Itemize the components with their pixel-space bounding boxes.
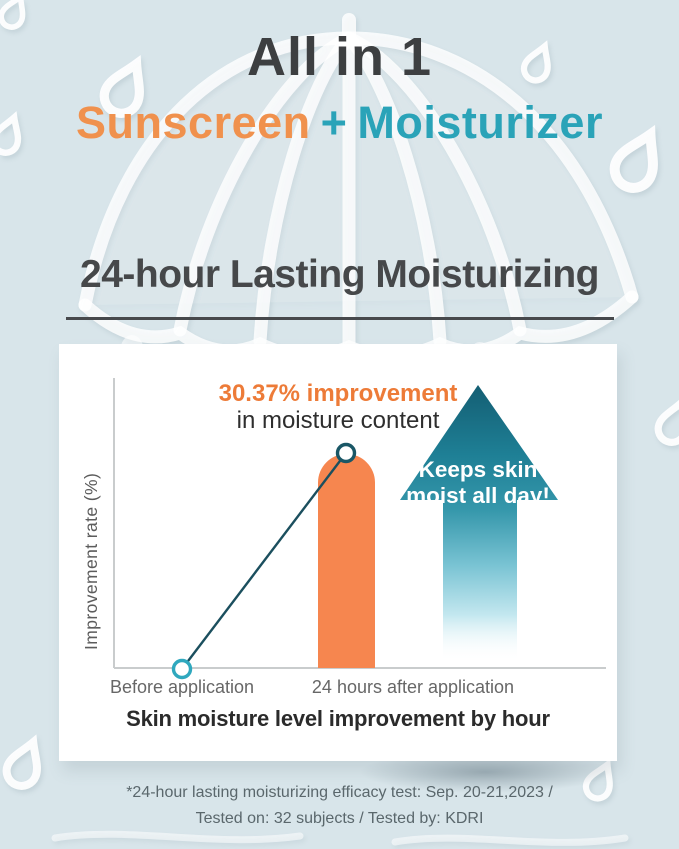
arrow-up-icon <box>400 385 558 662</box>
chart-plot: Keeps skin moist all day! <box>113 378 606 680</box>
footnote-line1: *24-hour lasting moisturizing efficacy t… <box>126 784 553 801</box>
arrow-label-line2: moist all day! <box>406 483 550 508</box>
x-label-before: Before application <box>109 677 255 697</box>
subtitle-sunscreen: Sunscreen <box>76 97 311 148</box>
point-after <box>335 442 357 464</box>
umbrella-icon <box>78 13 639 363</box>
bar-24h <box>318 454 375 668</box>
chart-title: Skin moisture level improvement by hour <box>126 706 550 731</box>
section-heading: 24-hour Lasting Moisturizing <box>80 253 600 296</box>
subtitle-moisturizer: Moisturizer <box>357 97 603 148</box>
point-before <box>171 658 193 680</box>
annotation-improvement: 30.37% improvement <box>218 380 458 407</box>
x-label-after: 24 hours after application <box>311 677 515 697</box>
trend-line <box>181 452 347 670</box>
puddle-waves <box>51 830 629 846</box>
footnote: *24-hour lasting moisturizing efficacy t… <box>0 780 679 832</box>
arrow-label-line1: Keeps skin <box>419 457 538 482</box>
subtitle-plus-sign: + <box>320 97 348 148</box>
main-title: All in 1 <box>246 27 433 87</box>
subtitle: Sunscreen + Moisturizer <box>0 97 679 149</box>
footnote-line2: Tested on: 32 subjects / Tested by: KDRI <box>195 810 484 827</box>
annotation-moisture-content: in moisture content <box>236 407 440 434</box>
chart-card: 30.37% improvement in moisture content I… <box>59 344 617 761</box>
heading-underline <box>66 317 614 320</box>
